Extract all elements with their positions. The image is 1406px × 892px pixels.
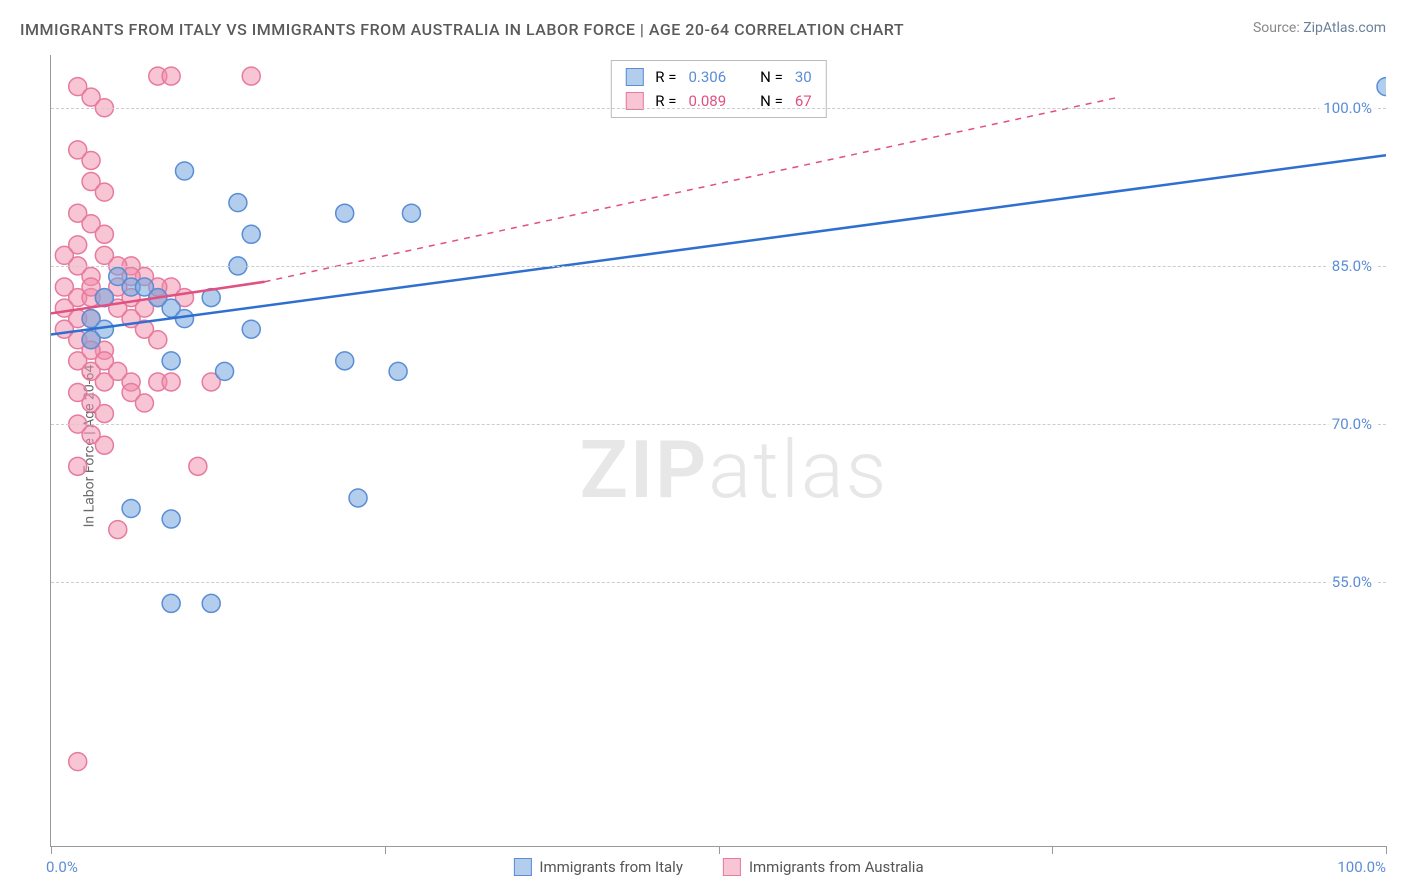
correlation-box: R = 0.306 N = 30 R = 0.089 N = 67 (610, 60, 826, 118)
legend-item-australia: Immigrants from Australia (723, 858, 924, 876)
corr-row-australia: R = 0.089 N = 67 (625, 89, 811, 113)
title-row: IMMIGRANTS FROM ITALY VS IMMIGRANTS FROM… (20, 20, 1386, 39)
chart-title: IMMIGRANTS FROM ITALY VS IMMIGRANTS FROM… (20, 20, 904, 39)
corr-r-italy: 0.306 (688, 65, 726, 89)
swatch-blue (513, 858, 531, 876)
watermark: ZIPatlas (580, 422, 889, 516)
corr-n-italy: 30 (795, 65, 812, 89)
corr-row-italy: R = 0.306 N = 30 (625, 65, 811, 89)
chart-svg (51, 55, 1386, 846)
x-axis-label-min: 0.0% (46, 858, 78, 876)
source-link[interactable]: ZipAtlas.com (1303, 20, 1386, 36)
swatch-pink (723, 858, 741, 876)
corr-r-australia: 0.089 (688, 89, 726, 113)
corr-n-australia: 67 (795, 89, 812, 113)
swatch-blue (625, 68, 643, 86)
legend-bottom: Immigrants from Italy Immigrants from Au… (513, 858, 923, 876)
legend-item-italy: Immigrants from Italy (513, 858, 683, 876)
x-axis-label-max: 100.0% (1337, 858, 1386, 876)
source-attribution: Source: ZipAtlas.com (1253, 20, 1386, 36)
chart-container: IMMIGRANTS FROM ITALY VS IMMIGRANTS FROM… (0, 0, 1406, 892)
plot-area: ZIPatlas R = 0.306 N = 30 R = 0.089 N = … (50, 55, 1386, 847)
